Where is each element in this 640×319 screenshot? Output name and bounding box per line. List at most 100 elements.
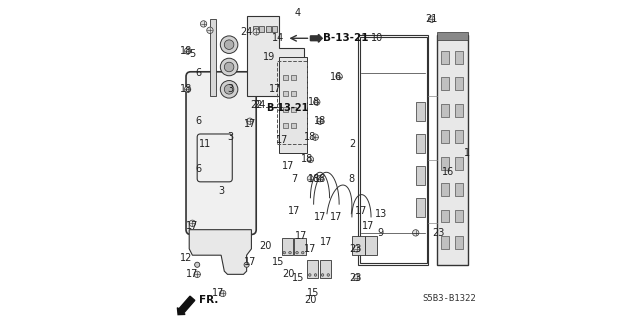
Polygon shape	[189, 230, 252, 274]
Bar	[259, 26, 264, 32]
Text: 3: 3	[228, 132, 234, 142]
Circle shape	[224, 85, 234, 94]
Circle shape	[317, 118, 323, 124]
Circle shape	[220, 290, 226, 297]
Text: 3: 3	[228, 84, 234, 94]
FancyArrow shape	[177, 296, 195, 315]
Bar	[455, 157, 463, 169]
Text: 17: 17	[186, 221, 198, 232]
Circle shape	[224, 62, 234, 72]
Text: 1: 1	[463, 148, 470, 158]
Circle shape	[312, 134, 319, 140]
Bar	[437, 32, 468, 40]
Text: 17: 17	[330, 212, 342, 222]
Bar	[352, 236, 365, 255]
Bar	[440, 157, 449, 169]
Circle shape	[307, 156, 314, 163]
Text: 18: 18	[301, 154, 314, 165]
Text: 17: 17	[282, 161, 294, 171]
Bar	[416, 102, 425, 121]
Text: 6: 6	[196, 68, 202, 78]
Text: 16: 16	[330, 71, 342, 82]
Circle shape	[283, 251, 285, 254]
Circle shape	[314, 274, 317, 276]
Bar	[440, 130, 449, 143]
Circle shape	[296, 251, 298, 254]
Text: 9: 9	[378, 228, 383, 238]
Ellipse shape	[220, 81, 238, 98]
Text: 4: 4	[294, 8, 301, 18]
Text: 12: 12	[180, 253, 192, 263]
Circle shape	[189, 220, 196, 226]
Text: 17: 17	[269, 84, 282, 94]
Text: 17: 17	[244, 119, 256, 130]
Bar	[455, 236, 463, 249]
Circle shape	[308, 274, 311, 276]
Bar	[416, 198, 425, 217]
Bar	[266, 26, 271, 32]
FancyArrow shape	[310, 34, 322, 42]
Text: 7: 7	[291, 174, 298, 184]
Text: 6: 6	[196, 116, 202, 126]
FancyBboxPatch shape	[186, 72, 256, 234]
Ellipse shape	[220, 58, 238, 76]
Text: 17: 17	[314, 212, 326, 222]
Text: 10: 10	[371, 33, 383, 43]
Bar	[455, 51, 463, 64]
Text: 23: 23	[349, 272, 361, 283]
Circle shape	[184, 48, 191, 54]
Text: S5B3-B1322: S5B3-B1322	[422, 294, 476, 303]
Bar	[291, 75, 296, 80]
Text: 8: 8	[349, 174, 355, 184]
Circle shape	[207, 27, 213, 33]
Circle shape	[314, 99, 320, 105]
Text: 15: 15	[291, 272, 304, 283]
Text: 20: 20	[282, 269, 294, 279]
Bar	[307, 260, 319, 278]
Bar	[272, 26, 277, 32]
Bar	[284, 91, 288, 96]
Circle shape	[301, 251, 304, 254]
Text: B-13-21: B-13-21	[266, 103, 308, 114]
Bar	[358, 35, 428, 265]
Text: 18: 18	[307, 174, 320, 184]
Text: 22: 22	[250, 100, 262, 110]
Text: 11: 11	[199, 138, 211, 149]
Bar	[440, 78, 449, 90]
Bar	[284, 107, 288, 112]
Text: 24: 24	[241, 27, 253, 37]
Text: 19: 19	[263, 52, 275, 63]
Text: 17: 17	[304, 244, 317, 254]
Bar	[455, 130, 463, 143]
Text: 3: 3	[218, 186, 224, 197]
Circle shape	[428, 16, 435, 22]
Circle shape	[194, 271, 200, 278]
Text: 6: 6	[196, 164, 202, 174]
Circle shape	[253, 29, 259, 35]
Bar	[440, 51, 449, 64]
Text: 18: 18	[307, 97, 320, 107]
Bar	[291, 123, 296, 128]
Text: 13: 13	[374, 209, 387, 219]
Text: 17: 17	[186, 269, 198, 279]
Text: 24: 24	[253, 100, 266, 110]
Bar	[284, 75, 288, 80]
Text: FR.: FR.	[199, 295, 218, 306]
Bar	[282, 238, 293, 255]
Text: 15: 15	[273, 256, 285, 267]
Text: 2: 2	[349, 138, 355, 149]
Text: 17: 17	[355, 205, 367, 216]
Circle shape	[336, 73, 342, 80]
Bar	[294, 238, 306, 255]
Bar	[437, 35, 468, 265]
Bar	[320, 260, 331, 278]
Text: 18: 18	[180, 84, 192, 94]
Circle shape	[224, 40, 234, 49]
Bar	[365, 236, 378, 255]
Text: 17: 17	[276, 135, 288, 145]
Text: 16: 16	[442, 167, 454, 177]
Bar	[291, 107, 296, 112]
Text: 17: 17	[362, 221, 374, 232]
Text: 14: 14	[273, 33, 285, 43]
Circle shape	[246, 118, 253, 124]
